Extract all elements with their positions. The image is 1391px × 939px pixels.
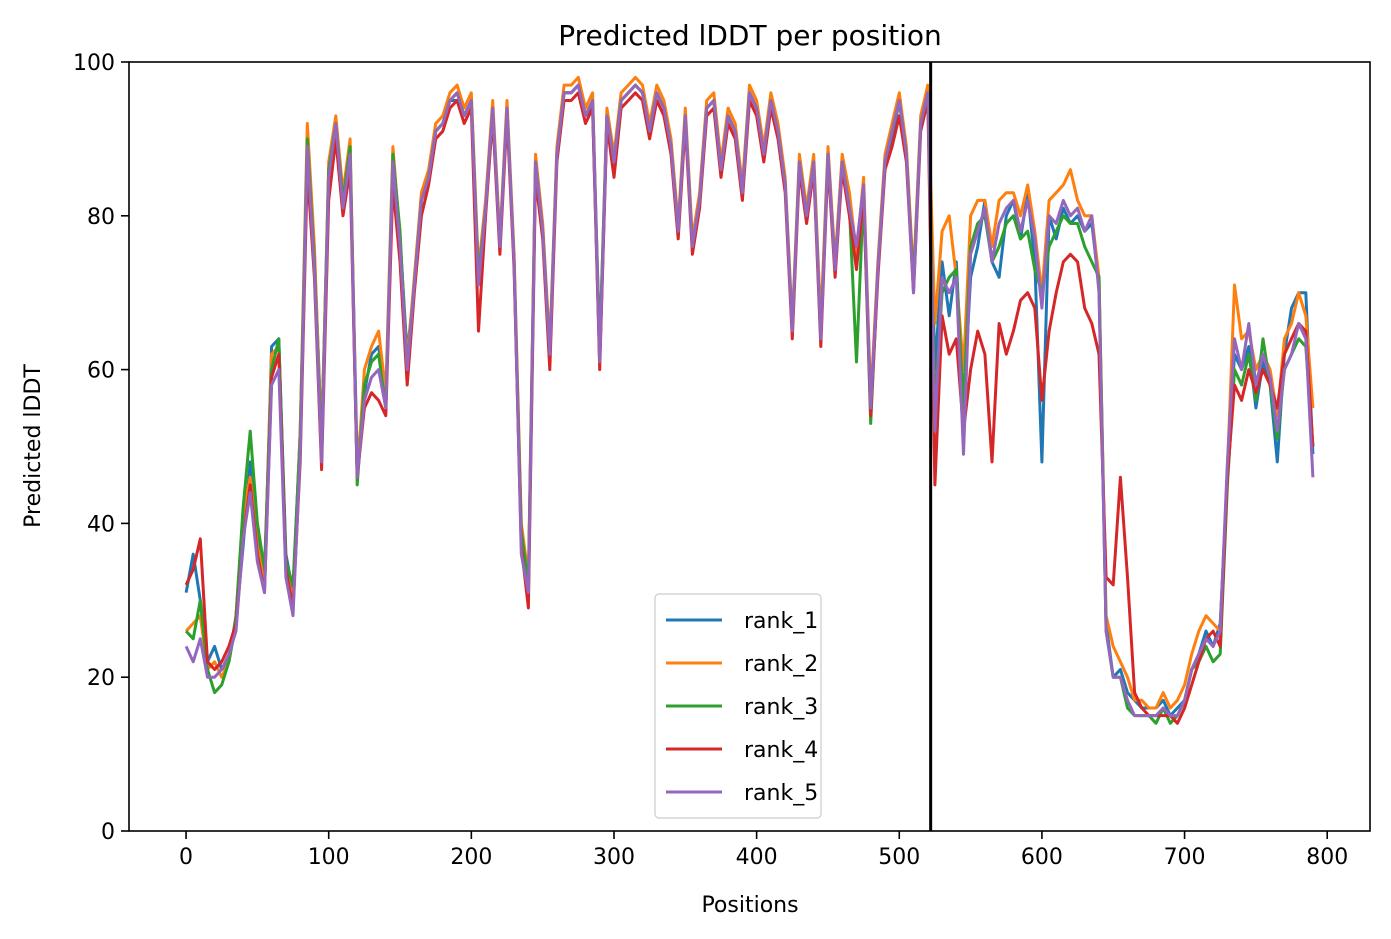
- series-line-rank_2: [184, 75, 1315, 710]
- x-tick-label: 300: [593, 845, 635, 870]
- x-tick-label: 400: [736, 845, 778, 870]
- series-layer: [184, 75, 1315, 725]
- y-tick-label: 80: [87, 205, 115, 230]
- legend-label-rank_2: rank_2: [744, 652, 818, 677]
- x-tick-label: 600: [1021, 845, 1063, 870]
- y-tick-label: 20: [87, 666, 115, 691]
- legend-label-rank_3: rank_3: [744, 695, 818, 720]
- legend-label-rank_4: rank_4: [744, 738, 818, 763]
- x-tick-label: 200: [450, 845, 492, 870]
- legend-box: [654, 593, 822, 819]
- legend-label-rank_1: rank_1: [744, 609, 818, 634]
- chart-title: Predicted lDDT per position: [558, 19, 942, 52]
- y-tick-label: 60: [87, 359, 115, 384]
- y-tick-label: 100: [73, 51, 115, 76]
- x-tick-label: 500: [878, 845, 920, 870]
- series-line-rank_5: [184, 83, 1315, 718]
- legend: rank_1 rank_2 rank_3 rank_4 rank_5: [654, 593, 822, 819]
- y-axis-label: Predicted lDDT: [21, 364, 46, 528]
- x-tick-label: 100: [308, 845, 350, 870]
- axes-frame: [128, 61, 1371, 832]
- x-tick-label: 800: [1306, 845, 1348, 870]
- x-tick-label: 700: [1164, 845, 1206, 870]
- x-axis-label: Positions: [701, 893, 798, 918]
- x-tick-label: 0: [179, 845, 193, 870]
- legend-label-rank_5: rank_5: [744, 781, 818, 806]
- y-tick-label: 0: [101, 820, 115, 845]
- x-axis: 0 100 200 300 400 500 600 700 800: [179, 831, 1348, 870]
- y-tick-label: 40: [87, 512, 115, 537]
- y-axis: 0 20 40 60 80 100: [73, 51, 129, 845]
